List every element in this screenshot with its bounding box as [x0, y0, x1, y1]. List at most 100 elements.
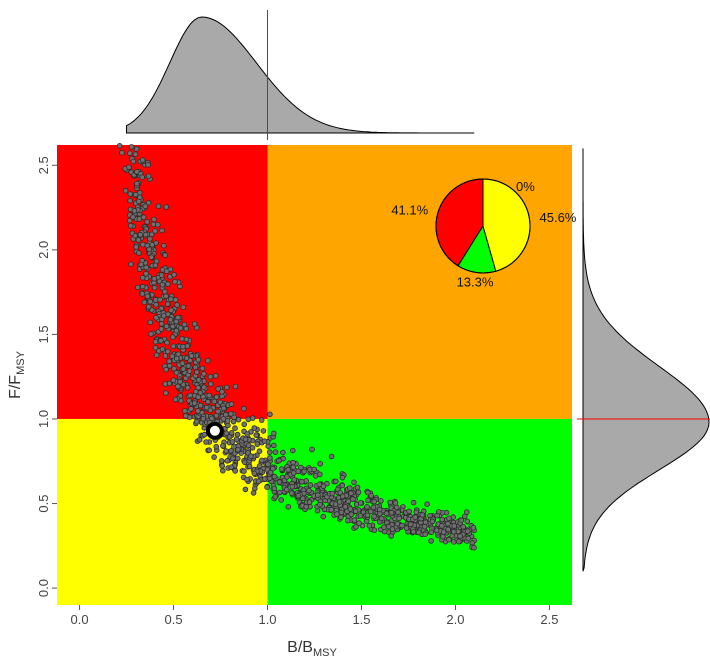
sample-point — [232, 383, 239, 390]
sample-point — [295, 468, 302, 475]
sample-point — [148, 254, 155, 261]
sample-point — [283, 486, 290, 493]
sample-point — [205, 398, 211, 405]
sample-point — [451, 523, 458, 529]
sample-point — [163, 204, 170, 210]
sample-point — [146, 303, 152, 310]
sample-point — [439, 533, 446, 540]
sample-point — [139, 274, 146, 281]
sample-point — [290, 464, 297, 471]
sample-point — [353, 524, 359, 530]
sample-point — [317, 460, 324, 467]
sample-point — [424, 501, 430, 508]
sample-point — [317, 501, 323, 508]
sample-point — [159, 346, 166, 352]
sample-point — [213, 443, 220, 450]
sample-point — [231, 414, 237, 421]
sample-point — [299, 495, 306, 502]
sample-point — [126, 217, 133, 224]
sample-point — [419, 512, 426, 518]
sample-point — [272, 493, 279, 500]
sample-point — [235, 416, 242, 423]
x-tick-label: 2.0 — [446, 612, 464, 627]
sample-point — [186, 368, 193, 374]
sample-point — [306, 499, 313, 505]
sample-point — [180, 304, 187, 311]
sample-point — [219, 388, 225, 395]
sample-point — [213, 394, 220, 400]
sample-point — [368, 492, 374, 499]
pie-chart: 41.1% 0% 13.3% 45.6% — [391, 178, 577, 289]
sample-point — [180, 366, 187, 372]
sample-point — [201, 371, 207, 377]
sample-point — [191, 400, 198, 406]
sample-point — [228, 464, 235, 471]
sample-point — [348, 490, 354, 497]
sample-point — [255, 478, 262, 485]
sample-point — [429, 518, 436, 525]
sample-point — [177, 325, 184, 331]
sample-point — [267, 469, 274, 476]
sample-point — [143, 270, 149, 277]
sample-point — [170, 377, 177, 384]
sample-point — [219, 463, 226, 469]
sample-point — [465, 535, 472, 542]
sample-point — [354, 484, 361, 491]
sample-point — [143, 264, 150, 271]
sample-point — [134, 169, 140, 175]
sample-point — [145, 173, 152, 180]
sample-point — [130, 158, 137, 165]
sample-point — [156, 278, 163, 285]
sample-point — [196, 436, 203, 443]
sample-point — [271, 485, 278, 492]
sample-point — [139, 283, 146, 290]
sample-point — [152, 344, 159, 351]
sample-point — [312, 473, 319, 479]
sample-point — [170, 334, 176, 340]
sample-point — [195, 408, 201, 414]
sample-point — [168, 296, 174, 302]
sample-point — [130, 214, 136, 220]
sample-point — [395, 509, 401, 516]
sample-point — [141, 299, 148, 306]
sample-point — [220, 405, 227, 412]
sample-point — [220, 443, 226, 449]
sample-point — [407, 521, 414, 527]
sample-point — [174, 302, 180, 308]
sample-point — [306, 487, 312, 494]
sample-point — [134, 284, 141, 291]
sample-point — [265, 443, 272, 450]
sample-point — [169, 323, 176, 330]
sample-point — [242, 436, 249, 443]
sample-point — [122, 187, 129, 194]
sample-point — [410, 528, 417, 535]
sample-point — [212, 372, 219, 379]
sample-point — [199, 365, 206, 372]
sample-point — [185, 363, 192, 369]
sample-point — [264, 484, 270, 491]
sample-point — [410, 499, 417, 506]
sample-point — [158, 337, 164, 344]
sample-point — [339, 474, 346, 481]
sample-point — [127, 150, 133, 157]
sample-point — [116, 143, 123, 149]
sample-point — [394, 520, 401, 527]
sample-point — [161, 243, 167, 249]
sample-point — [128, 144, 135, 150]
sample-point — [195, 394, 202, 400]
x-axis-label-sub: MSY — [313, 647, 338, 656]
sample-point — [158, 320, 165, 327]
sample-point — [182, 413, 189, 419]
sample-point — [422, 519, 429, 525]
sample-point — [328, 453, 335, 460]
sample-point — [439, 516, 445, 523]
sample-point — [285, 466, 292, 473]
sample-point — [155, 203, 162, 210]
sample-point — [138, 261, 145, 268]
sample-point — [215, 408, 221, 415]
sample-point — [135, 237, 142, 243]
sample-point — [233, 436, 240, 443]
sample-point — [187, 392, 194, 399]
sample-point — [165, 348, 171, 355]
sample-point — [179, 360, 186, 367]
